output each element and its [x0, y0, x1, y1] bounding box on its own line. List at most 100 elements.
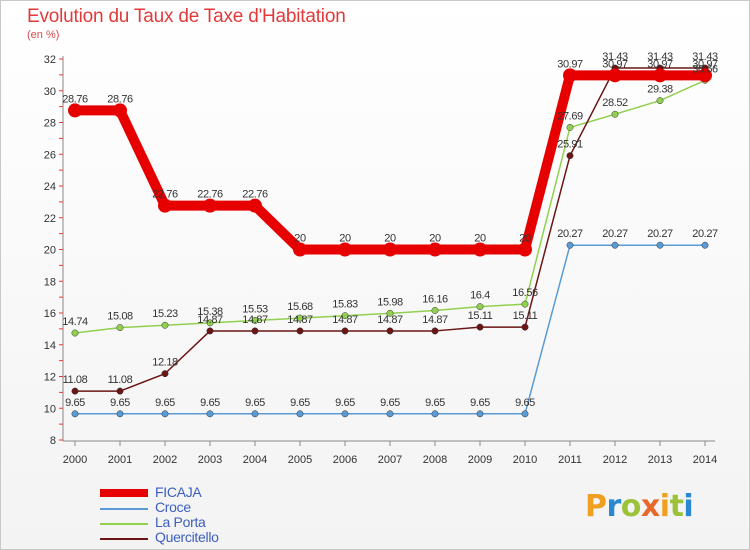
data-label-la-porta: 15.53 [242, 303, 268, 315]
x-tick-label: 2009 [468, 454, 492, 466]
x-tick-label: 2014 [693, 454, 717, 466]
chart-data-labels: 28.76 28.76 22.76 22.76 22.76 20 20 20 20 20 20 30.… [62, 51, 718, 409]
data-label-croce: 20.27 [602, 228, 628, 240]
y-tick-label: 16 [44, 308, 56, 320]
data-point-croce [251, 410, 259, 418]
x-tick-label: 2001 [108, 454, 132, 466]
data-label-quercitello: 31.43 [602, 51, 628, 63]
data-label-ficaja: 20 [294, 233, 306, 245]
data-point-quercitello [386, 327, 394, 335]
data-label-ficaja: 20 [474, 233, 486, 245]
data-point-quercitello [341, 327, 349, 335]
data-point-la-porta [251, 317, 259, 324]
data-point-croce [206, 410, 214, 418]
data-label-croce: 9.65 [380, 397, 400, 409]
data-label-quercitello: 14.87 [287, 314, 313, 326]
legend-label-quercitello: Quercitello [155, 529, 219, 545]
data-point-ficaja [563, 68, 577, 83]
logo-letter: o [620, 489, 642, 524]
data-label-ficaja: 30.97 [692, 58, 718, 70]
data-point-la-porta [656, 97, 664, 105]
data-label-quercitello: 31.43 [647, 51, 673, 63]
data-point-croce [386, 410, 394, 418]
data-label-la-porta: 29.38 [647, 84, 673, 96]
data-label-croce: 9.65 [335, 397, 355, 409]
data-point-quercitello [116, 387, 124, 395]
chart-title: Evolution du Taux de Taxe d'Habitation [27, 6, 346, 27]
data-label-quercitello: 11.08 [108, 374, 133, 386]
data-label-ficaja: 20 [384, 233, 396, 245]
data-label-quercitello: 14.87 [242, 314, 268, 326]
data-label-croce: 9.65 [155, 397, 175, 409]
data-label-croce: 9.65 [515, 397, 535, 409]
data-label-croce: 9.65 [200, 397, 220, 409]
data-point-ficaja [473, 242, 487, 257]
chart-axes: 8 10 12 14 16 18 20 22 24 26 28 30 32 2000 2001 2002 200… [44, 54, 717, 466]
data-point-quercitello [521, 323, 529, 331]
data-point-ficaja [293, 242, 307, 257]
y-tick-label: 18 [44, 276, 56, 288]
data-label-la-porta: 15.23 [152, 308, 178, 320]
data-label-ficaja: 20 [519, 233, 531, 245]
legend-label-la-porta: La Porta [155, 514, 206, 530]
data-label-quercitello: 31.43 [692, 51, 718, 63]
data-label-croce: 20.27 [692, 228, 718, 240]
data-point-croce [701, 241, 709, 249]
data-label-la-porta: 30.66 [692, 63, 718, 75]
data-label-croce: 9.65 [110, 397, 130, 409]
data-point-croce [521, 410, 529, 418]
data-point-ficaja [68, 103, 82, 118]
data-point-quercitello [71, 387, 79, 395]
x-tick-label: 2000 [63, 454, 87, 466]
data-point-croce [611, 241, 619, 249]
y-tick-label: 12 [44, 372, 56, 384]
legend-swatch-croce [100, 508, 148, 510]
legend-swatch-ficaja [100, 489, 148, 497]
data-label-croce: 20.27 [557, 228, 583, 240]
chart-subtitle: (en %) [27, 29, 60, 41]
y-tick-label: 30 [44, 86, 56, 98]
data-point-croce [341, 410, 349, 418]
chart-series [68, 64, 712, 418]
data-label-la-porta: 15.08 [107, 311, 133, 323]
data-label-ficaja: 20 [429, 233, 441, 245]
x-tick-label: 2007 [378, 454, 402, 466]
data-label-quercitello: 25.91 [557, 139, 583, 151]
data-label-quercitello: 14.87 [197, 314, 223, 326]
data-label-ficaja: 30.97 [602, 58, 628, 70]
data-point-la-porta [341, 312, 349, 320]
data-point-la-porta [161, 321, 169, 329]
data-point-la-porta [296, 314, 304, 322]
proxiti-logo: Proxiti [585, 489, 694, 524]
data-label-quercitello: 12.18 [152, 357, 178, 369]
data-point-quercitello [431, 327, 439, 335]
x-tick-label: 2005 [288, 454, 312, 466]
x-tick-label: 2012 [603, 454, 627, 466]
x-tick-label: 2004 [243, 454, 267, 466]
data-point-quercitello [161, 370, 169, 378]
data-label-quercitello: 14.87 [377, 314, 403, 326]
x-tick-label: 2011 [558, 454, 582, 466]
data-point-quercitello [296, 327, 304, 335]
legend-swatch-la-porta [100, 523, 148, 525]
data-point-croce [116, 410, 124, 418]
y-tick-label: 22 [44, 213, 56, 225]
x-tick-label: 2008 [423, 454, 447, 466]
logo-letter: x [640, 489, 660, 524]
data-label-la-porta: 27.69 [557, 110, 583, 122]
legend-label-ficaja: FICAJA [155, 484, 202, 500]
data-point-ficaja [338, 242, 352, 257]
data-label-ficaja: 22.76 [197, 189, 223, 201]
y-tick-label: 32 [44, 54, 56, 66]
data-point-quercitello [566, 152, 574, 160]
data-point-croce [431, 410, 439, 418]
data-point-croce [476, 410, 484, 418]
data-point-la-porta [386, 309, 394, 317]
data-point-ficaja [158, 198, 172, 213]
data-label-croce: 9.65 [470, 397, 490, 409]
x-tick-label: 2013 [648, 454, 672, 466]
data-point-ficaja [608, 68, 622, 83]
data-label-croce: 9.65 [65, 397, 85, 409]
